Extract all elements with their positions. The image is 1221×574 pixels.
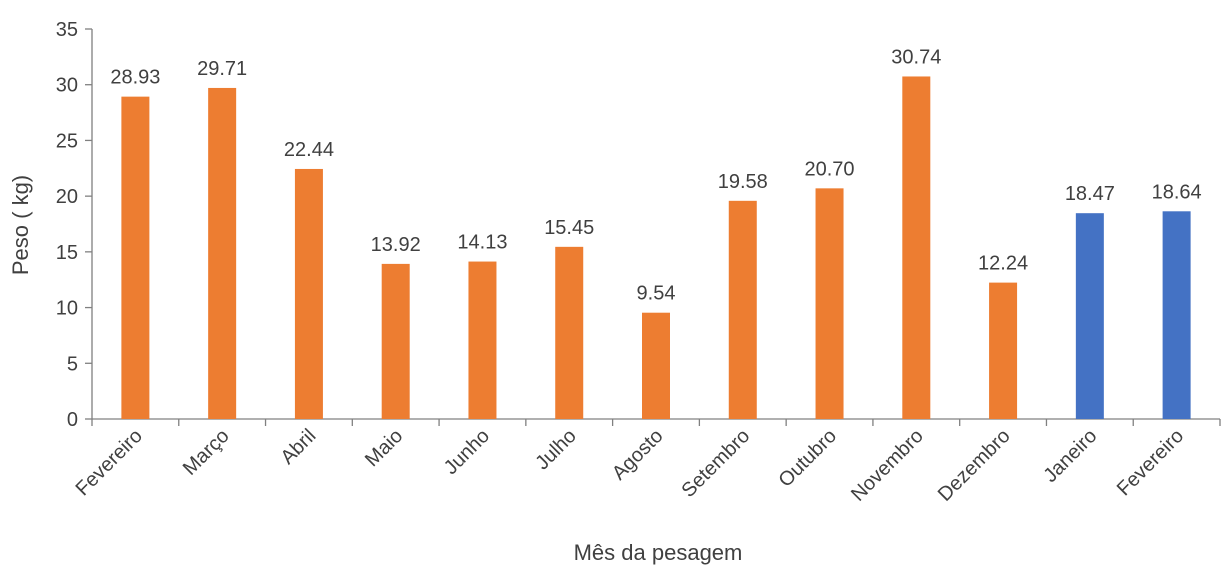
data-label: 12.24 [978, 253, 1028, 275]
data-label: 14.13 [457, 232, 507, 254]
x-tick-label: Abril [277, 425, 321, 469]
bar [294, 168, 323, 419]
x-tick-label: Maio [361, 425, 407, 471]
bar [902, 76, 931, 420]
data-label: 18.64 [1152, 181, 1202, 203]
x-tick-label: Fevereiro [72, 425, 147, 500]
y-tick-label: 10 [56, 298, 78, 320]
data-label: 19.58 [718, 171, 768, 193]
bar [121, 96, 150, 419]
bar [1075, 213, 1104, 419]
bar [815, 188, 844, 419]
bar [468, 261, 497, 419]
data-label: 20.70 [805, 158, 855, 180]
bar [1162, 211, 1191, 419]
y-axis-title: Peso ( kg) [8, 175, 33, 275]
bar [642, 312, 670, 419]
data-label: 22.44 [284, 139, 334, 161]
y-tick-label: 25 [56, 130, 78, 152]
data-label: 15.45 [544, 217, 594, 239]
data-label: 29.71 [197, 58, 247, 80]
y-tick-label: 0 [67, 409, 78, 431]
data-label: 18.47 [1065, 183, 1115, 205]
data-labels: 28.93 29.71 22.44 13.92 14.13 15.45 9.54 19.58 2… [110, 46, 1201, 304]
y-tick-label: 15 [56, 242, 78, 264]
data-label: 13.92 [371, 234, 421, 256]
x-tick-label: Agosto [608, 425, 668, 485]
bar [555, 246, 584, 419]
x-tick-label: Janeiro [1039, 425, 1101, 487]
y-tick-label: 20 [56, 186, 78, 208]
bar [728, 200, 757, 419]
bar [208, 87, 237, 420]
y-tick-label: 30 [56, 75, 78, 97]
x-axis-title: Mês da pesagem [574, 540, 743, 565]
y-axis: 0 5 10 15 20 25 30 35 [56, 19, 93, 431]
x-tick-label: Outubro [774, 425, 841, 492]
x-axis: Fevereiro Março Abril Maio Junho Julho Agosto S… [72, 418, 1221, 506]
x-tick-label: Fevereiro [1113, 425, 1188, 500]
x-tick-label: Março [179, 425, 234, 480]
y-tick-label: 5 [67, 353, 78, 375]
bar [381, 263, 410, 419]
data-label: 9.54 [637, 283, 676, 305]
data-label: 30.74 [891, 46, 941, 68]
x-tick-label: Novembro [847, 425, 928, 506]
bar-series [121, 76, 1191, 420]
data-label: 28.93 [110, 67, 160, 89]
bar [989, 282, 1018, 419]
x-tick-label: Julho [531, 425, 580, 474]
x-tick-label: Setembro [677, 425, 754, 502]
x-tick-label: Junho [440, 425, 494, 479]
x-tick-label: Dezembro [934, 425, 1015, 506]
y-tick-label: 35 [56, 19, 78, 41]
